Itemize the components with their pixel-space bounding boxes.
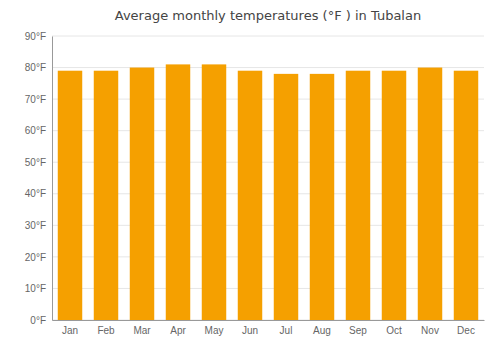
- x-tick: Nov: [421, 325, 439, 336]
- y-tick: 50°F: [25, 157, 46, 168]
- bar: [454, 71, 478, 320]
- bar: [274, 74, 298, 320]
- bar: [94, 71, 118, 320]
- x-tick: Jun: [242, 325, 258, 336]
- x-tick-label: May: [205, 325, 224, 336]
- bar: [382, 71, 406, 320]
- y-axis-line: [52, 37, 53, 321]
- bar: [166, 64, 190, 320]
- y-tick-label: 50°F: [25, 157, 46, 168]
- x-tick-label: Jun: [242, 325, 258, 336]
- bar: [130, 68, 154, 320]
- y-tick: 80°F: [25, 62, 46, 73]
- y-tick-label: 90°F: [25, 31, 46, 42]
- bar: [346, 71, 370, 320]
- y-tick-label: 0°F: [30, 315, 46, 326]
- y-tick-label: 30°F: [25, 220, 46, 231]
- x-tick: Oct: [386, 325, 402, 336]
- x-axis: Jan Feb Mar Apr May Jun Jul Aug Sep Oct Nov Dec: [53, 321, 485, 337]
- title: Average monthly temperatures (°F ) in Tu…: [115, 8, 421, 23]
- x-tick-label: Nov: [421, 325, 439, 336]
- bar: [202, 64, 226, 320]
- grid: [52, 36, 484, 320]
- y-tick-label: 70°F: [25, 94, 46, 105]
- x-tick: Feb: [97, 325, 115, 336]
- y-tick: 10°F: [25, 283, 46, 294]
- x-tick-label: Jul: [280, 325, 293, 336]
- x-tick-label: Mar: [133, 325, 151, 336]
- y-tick-label: 80°F: [25, 62, 46, 73]
- y-tick-label: 60°F: [25, 125, 46, 136]
- bar: [238, 71, 262, 320]
- x-tick: May: [205, 325, 224, 336]
- bar: [58, 71, 82, 320]
- bars: [58, 64, 478, 320]
- x-tick-label: Oct: [386, 325, 402, 336]
- x-tick: Mar: [133, 325, 151, 336]
- y-tick: 30°F: [25, 220, 46, 231]
- x-tick-label: Aug: [313, 325, 331, 336]
- x-tick-label: Feb: [97, 325, 115, 336]
- x-tick: Dec: [457, 325, 475, 336]
- y-tick: 60°F: [25, 125, 46, 136]
- y-tick: 90°F: [25, 31, 46, 42]
- grid-line: [52, 36, 484, 37]
- x-tick: Jul: [280, 325, 293, 336]
- y-tick: 20°F: [25, 252, 46, 263]
- y-tick: 0°F: [30, 315, 46, 326]
- x-tick: Jan: [62, 325, 78, 336]
- x-tick-label: Dec: [457, 325, 475, 336]
- plot-area: 0°F 10°F 20°F 30°F 40°F 50°F 60°F 70°F 80°F 90°F J…: [25, 31, 485, 336]
- x-tick: Sep: [349, 325, 367, 336]
- x-tick-label: Apr: [170, 325, 186, 336]
- y-axis: 0°F 10°F 20°F 30°F 40°F 50°F 60°F 70°F 80°F 90°F: [25, 31, 53, 326]
- x-tick-label: Sep: [349, 325, 367, 336]
- y-tick-label: 20°F: [25, 252, 46, 263]
- x-tick-label: Jan: [62, 325, 78, 336]
- bar: [310, 74, 334, 320]
- y-tick: 40°F: [25, 188, 46, 199]
- y-tick-label: 40°F: [25, 188, 46, 199]
- y-tick: 70°F: [25, 94, 46, 105]
- y-tick-label: 10°F: [25, 283, 46, 294]
- x-tick: Aug: [313, 325, 331, 336]
- bar: [418, 68, 442, 320]
- chart: 0°F 10°F 20°F 30°F 40°F 50°F 60°F 70°F 80°F 90°F J…: [0, 0, 500, 350]
- x-axis-line: [53, 320, 485, 321]
- x-tick: Apr: [170, 325, 186, 336]
